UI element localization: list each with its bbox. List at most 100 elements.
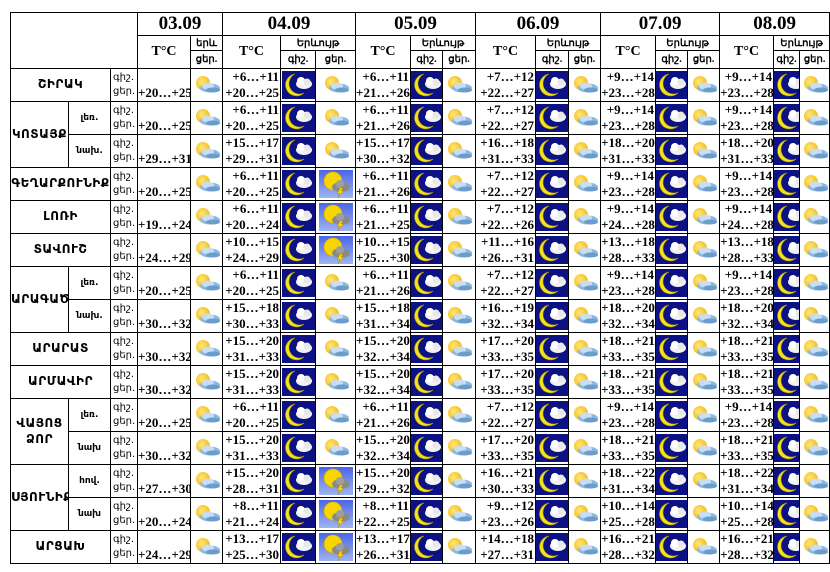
night-weather-cell bbox=[655, 299, 689, 333]
sun-cloud-icon bbox=[689, 304, 719, 328]
day-weather-cell bbox=[687, 431, 721, 465]
temperature-cell: +18…+21 +33…+35 bbox=[719, 431, 775, 465]
temperature-cell: +18…+22 +31…+34 bbox=[600, 464, 657, 498]
sun-cloud-icon bbox=[444, 403, 475, 427]
day-label: ցեր. bbox=[113, 416, 136, 427]
moon-cloud-icon bbox=[774, 500, 799, 528]
day-weather-cell bbox=[442, 68, 477, 102]
temperature-cell: +16…+19 +32…+34 bbox=[475, 299, 537, 333]
sun-cloud-icon bbox=[192, 238, 222, 262]
night-weather-cell bbox=[655, 134, 689, 168]
day-temp: +23…+28 bbox=[720, 283, 774, 298]
day-weather-cell bbox=[687, 299, 721, 333]
day-weather-cell bbox=[190, 134, 224, 168]
night-temp: +18…+21 bbox=[601, 366, 655, 382]
day-weather-cell bbox=[315, 431, 357, 465]
night-temp: +18…+20 bbox=[720, 135, 774, 151]
day-weather-cell bbox=[799, 101, 830, 135]
day-header: ցեր. bbox=[687, 50, 721, 69]
night-weather-cell bbox=[773, 398, 801, 432]
region-name: ԼՈՌԻ bbox=[10, 200, 111, 234]
temperature-cell: +13…+18 +28…+33 bbox=[600, 233, 657, 267]
temperature-cell: +24…+29 bbox=[137, 530, 192, 564]
corner-cell bbox=[9, 12, 139, 69]
table-row: նախ գիշ. ցեր. +20…+24 +8…+11 +21…+24 +8…+11 +22… bbox=[11, 497, 830, 531]
night-temp: +15…+20 bbox=[356, 366, 410, 382]
night-temp: +16…+21 bbox=[480, 465, 535, 481]
night-temp: +14…+18 bbox=[480, 531, 535, 547]
day-temp: +31…+34 bbox=[601, 481, 655, 496]
day-temp: +33…+35 bbox=[480, 448, 535, 463]
day-weather-cell bbox=[687, 68, 721, 102]
night-weather-cell bbox=[535, 299, 570, 333]
temperature-cell: +24…+29 bbox=[137, 233, 192, 267]
day-weather-cell bbox=[190, 530, 224, 564]
day-weather-cell bbox=[687, 101, 721, 135]
temperature-cell: +15…+20 +32…+34 bbox=[355, 431, 412, 465]
moon-cloud-icon bbox=[536, 533, 568, 561]
day-temp: +31…+33 bbox=[480, 151, 535, 166]
sun-cloud-icon bbox=[192, 469, 222, 493]
moon-cloud-icon bbox=[281, 137, 315, 165]
moon-cloud-icon bbox=[281, 302, 315, 330]
subregion-label: հով. bbox=[68, 464, 111, 498]
time-of-day-labels: գիշ. ցեր. bbox=[109, 530, 139, 564]
night-weather-cell bbox=[535, 398, 570, 432]
temperature-cell: +17…+20 +33…+35 bbox=[475, 332, 537, 366]
day-weather-cell bbox=[568, 167, 602, 201]
sun-cloud-icon bbox=[801, 205, 829, 229]
night-temp: +6…+11 bbox=[232, 267, 280, 283]
night-weather-cell bbox=[655, 365, 689, 399]
night-weather-cell bbox=[773, 497, 801, 531]
day-weather-cell bbox=[442, 233, 477, 267]
day-weather-cell bbox=[568, 101, 602, 135]
day-weather-cell bbox=[687, 464, 721, 498]
night-weather-cell bbox=[280, 266, 317, 300]
moon-cloud-icon bbox=[411, 137, 442, 165]
night-temp: +15…+17 bbox=[225, 135, 280, 151]
night-temp: +18…+21 bbox=[601, 333, 655, 349]
day-weather-cell bbox=[315, 200, 357, 234]
night-label: գիշ. bbox=[113, 72, 135, 83]
night-temp: +6…+11 bbox=[362, 267, 410, 283]
day-weather-cell bbox=[315, 365, 357, 399]
night-temp: +18…+21 bbox=[720, 432, 774, 448]
moon-cloud-icon bbox=[774, 170, 799, 198]
night-temp: +6…+11 bbox=[232, 399, 280, 415]
moon-cloud-icon bbox=[774, 401, 799, 429]
sun-cloud-icon bbox=[689, 403, 719, 427]
night-weather-cell bbox=[535, 266, 570, 300]
region-name: ՇԻՐԱԿ bbox=[10, 68, 111, 102]
temperature-cell: +9…+14 +23…+28 bbox=[600, 266, 657, 300]
night-weather-cell bbox=[280, 530, 317, 564]
sun-cloud-icon bbox=[570, 106, 600, 130]
night-temp bbox=[139, 532, 190, 548]
moon-cloud-icon bbox=[411, 104, 442, 132]
day-temp: +23…+28 bbox=[720, 415, 774, 430]
sun-cloud-icon bbox=[192, 502, 222, 526]
moon-cloud-icon bbox=[411, 434, 442, 462]
day-temp: +32…+34 bbox=[720, 316, 774, 331]
night-weather-cell bbox=[280, 332, 317, 366]
day-temp: +25…+30 bbox=[356, 250, 410, 265]
night-temp bbox=[139, 334, 190, 350]
moon-cloud-icon bbox=[281, 467, 315, 495]
night-label: գիշ. bbox=[113, 303, 135, 314]
temperature-cell: +16…+21 +30…+33 bbox=[475, 464, 537, 498]
night-weather-cell bbox=[773, 167, 801, 201]
night-weather-cell bbox=[773, 200, 801, 234]
night-weather-cell bbox=[655, 530, 689, 564]
sun-cloud-icon bbox=[689, 139, 719, 163]
day-weather-cell bbox=[687, 398, 721, 432]
sun-cloud-icon bbox=[801, 502, 829, 526]
sun-cloud-icon bbox=[317, 139, 355, 163]
night-weather-cell bbox=[280, 68, 317, 102]
night-temp: +9…+14 bbox=[724, 102, 773, 118]
temperature-cell: +13…+17 +26…+31 bbox=[355, 530, 412, 564]
day-weather-cell bbox=[442, 134, 477, 168]
subregion-label: նախ bbox=[68, 497, 111, 531]
night-weather-cell bbox=[410, 101, 444, 135]
night-label: գիշ. bbox=[113, 369, 135, 380]
sun-cloud-icon bbox=[570, 238, 600, 262]
sun-cloud-icon bbox=[801, 304, 829, 328]
